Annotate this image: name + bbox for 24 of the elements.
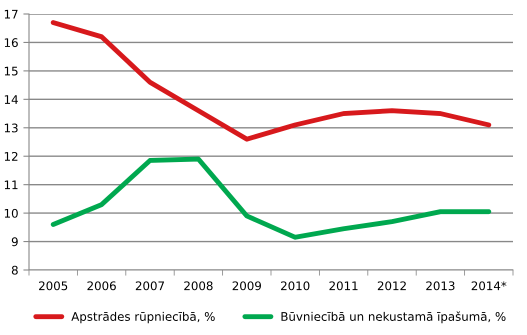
line-series [50, 156, 492, 240]
x-tick-label: 2007 [136, 281, 164, 290]
x-tick-label: 2005 [39, 281, 68, 290]
y-tick-label: 12 [4, 152, 18, 161]
y-tick-label: 15 [4, 66, 18, 76]
x-tick-label: 2008 [184, 281, 213, 290]
y-tick-label: 14 [4, 95, 18, 104]
y-tick-label: 13 [4, 124, 18, 132]
line-series [50, 20, 492, 142]
x-tick-label: 2011 [329, 281, 358, 290]
x-tick-label: 2012 [378, 281, 406, 290]
x-tick-label: 2006 [87, 281, 116, 290]
y-tick-label: 17 [4, 10, 18, 18]
x-tick-label: 2013 [426, 281, 454, 290]
y-tick-label: 10 [4, 208, 18, 218]
x-tick-label: 2010 [281, 281, 310, 290]
y-tick-label: 8 [12, 266, 18, 275]
x-tick-label: 2014* [472, 281, 506, 290]
x-tick-label: 2009 [232, 281, 261, 290]
legend-label: Apstrādes rūpniecībā, % [71, 312, 215, 324]
legend-label: Būvniecībā un nekustamā īpašumā, % [281, 311, 506, 324]
y-tick-label: 11 [4, 180, 18, 190]
y-tick-label: 16 [4, 38, 18, 48]
y-tick-label: 9 [12, 237, 18, 246]
